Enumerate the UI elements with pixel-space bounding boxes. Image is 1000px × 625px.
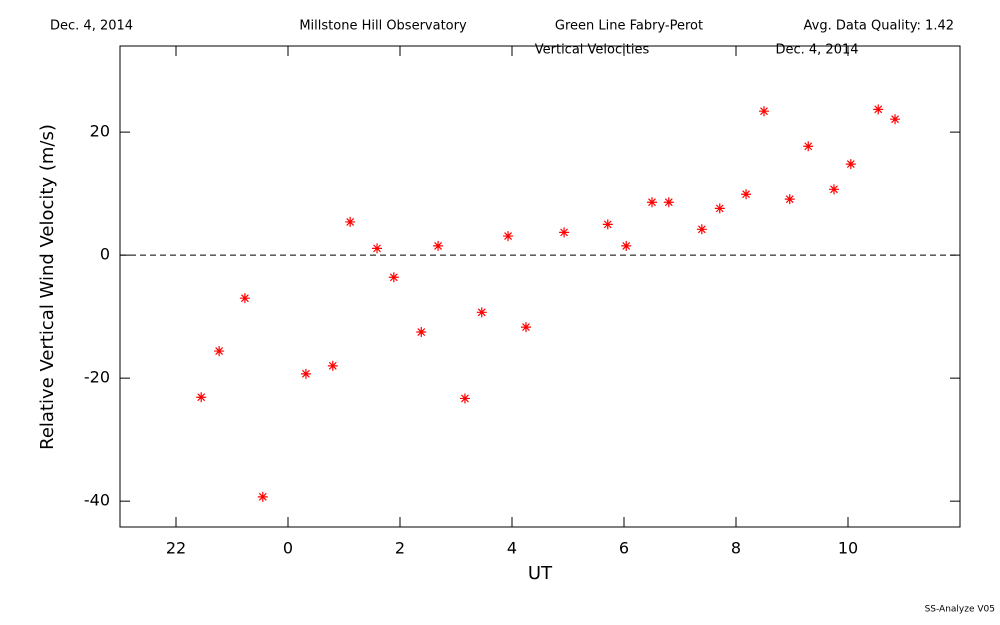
data-point (345, 216, 356, 227)
x-tick-label: 6 (619, 539, 629, 558)
data-point (602, 219, 613, 230)
data-point (521, 322, 531, 333)
chart-title: Vertical Velocities (535, 43, 650, 58)
data-point (257, 491, 268, 502)
data-point (714, 203, 725, 214)
x-tick-label: 0 (283, 539, 293, 558)
data-point (459, 393, 470, 404)
footer: SS-Analyze V05 (925, 605, 995, 615)
y-tick-label: -40 (84, 491, 110, 510)
data-point (416, 327, 427, 338)
y-axis-label: Relative Vertical Wind Velocity (m/s) (37, 124, 58, 450)
data-point (372, 243, 383, 254)
data-point (759, 106, 769, 117)
data-point (647, 197, 657, 208)
data-point (300, 368, 311, 379)
data-point (873, 104, 884, 115)
x-tick-label: 22 (166, 539, 186, 558)
x-tick-label: 8 (731, 539, 741, 558)
data-point (829, 184, 839, 195)
y-tick-label: -20 (84, 368, 110, 387)
x-tick-label: 10 (838, 539, 858, 558)
data-point (476, 307, 487, 318)
data-point (503, 231, 514, 242)
data-point (239, 293, 250, 304)
y-tick-label: 20 (90, 122, 110, 141)
data-point (559, 227, 570, 238)
data-point (890, 114, 901, 125)
header-quality: Avg. Data Quality: 1.42 (804, 19, 954, 34)
x-tick-label: 2 (395, 539, 405, 558)
data-point (803, 141, 814, 152)
data-point (433, 240, 444, 251)
header-observatory: Millstone Hill Observatory (299, 19, 467, 34)
y-tick-label: 0 (100, 245, 110, 264)
data-point (327, 360, 338, 371)
x-tick-label: 4 (507, 539, 517, 558)
data-point (845, 159, 856, 170)
data-point (621, 240, 632, 251)
data-point (388, 272, 399, 283)
data-point (214, 346, 225, 357)
plot-frame (119, 45, 961, 528)
data-point (663, 197, 674, 208)
data-point (696, 224, 707, 235)
data-point (741, 189, 752, 200)
data-point (196, 392, 207, 403)
x-axis-label: UT (528, 563, 553, 584)
header-instrument: Green Line Fabry-Perot (555, 19, 703, 34)
data-point (784, 194, 795, 205)
header-date: Dec. 4, 2014 (50, 19, 133, 34)
chart-subtitle: Dec. 4, 2014 (775, 43, 858, 58)
